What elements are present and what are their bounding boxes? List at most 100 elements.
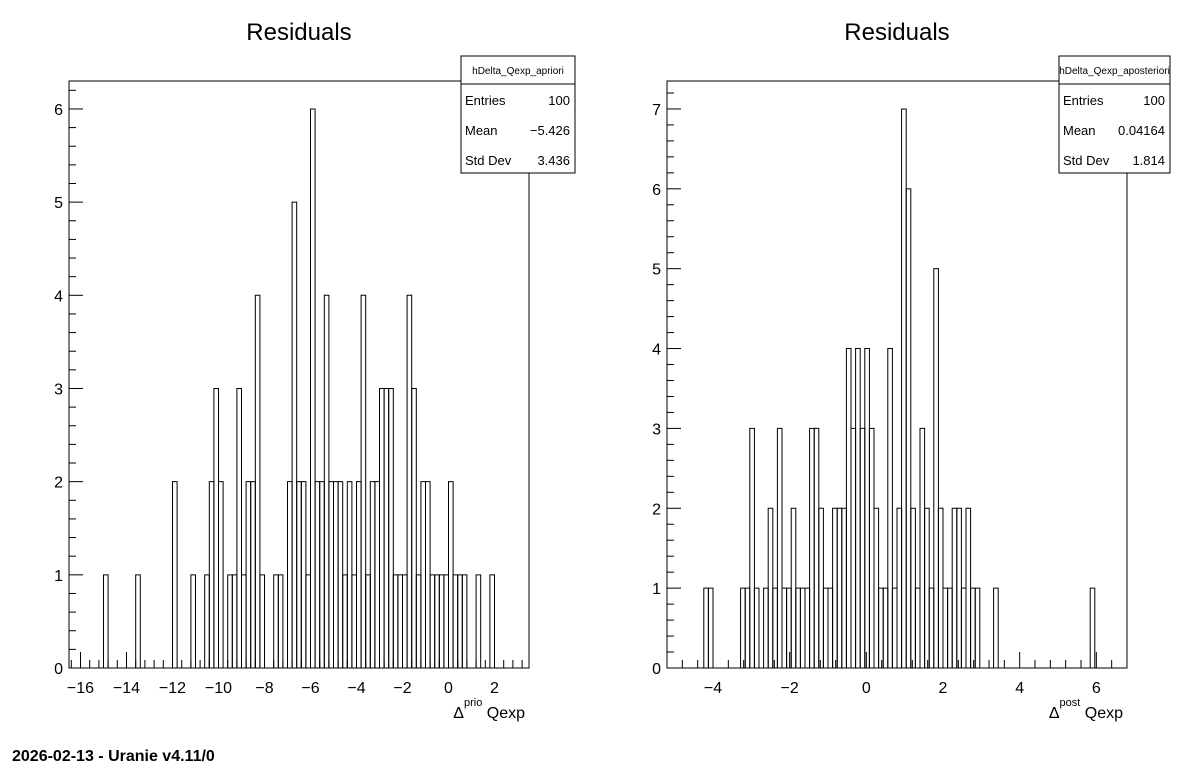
footer-version-label: 2026-02-13 - Uranie v4.11/0 bbox=[12, 748, 215, 765]
y-tick-label: 4 bbox=[54, 288, 63, 305]
histogram-bin bbox=[970, 587, 976, 668]
histogram-bin bbox=[786, 587, 792, 668]
histogram-bin bbox=[974, 587, 981, 668]
histogram-bin bbox=[822, 587, 829, 668]
stats-box: hDelta_Qexp_apriori Entries 100 Mean −5.426 S… bbox=[460, 55, 576, 174]
histogram-bin bbox=[850, 427, 857, 668]
histogram-bin bbox=[965, 507, 972, 668]
histogram-bin bbox=[245, 481, 252, 668]
histogram-bin bbox=[489, 574, 495, 668]
stats-box: hDelta_Qexp_aposteriori Entries 100 Mean 0.0… bbox=[1058, 55, 1171, 174]
histogram-bin bbox=[365, 574, 371, 668]
histogram-bin bbox=[910, 507, 916, 668]
histogram-bin bbox=[933, 268, 939, 668]
stats-value: 100 bbox=[1143, 93, 1165, 108]
stats-value: 1.814 bbox=[1132, 153, 1165, 168]
y-axis-ticks: 0 1 2 3 4 5 6 7 bbox=[652, 92, 681, 678]
histogram-bin bbox=[781, 587, 788, 668]
histogram-bin bbox=[300, 481, 307, 668]
x-tick-label: −4 bbox=[704, 680, 722, 697]
histogram-bin bbox=[740, 587, 746, 668]
histogram-bin bbox=[707, 587, 714, 668]
histogram-bin bbox=[749, 427, 755, 668]
y-tick-label: 1 bbox=[652, 581, 661, 598]
x-tick-label: −2 bbox=[393, 680, 411, 697]
x-tick-label: 6 bbox=[1092, 680, 1101, 697]
histogram-bin bbox=[703, 587, 709, 668]
x-tick-label: 0 bbox=[444, 680, 453, 697]
histogram-bin bbox=[319, 481, 325, 668]
histogram-bin bbox=[827, 587, 834, 668]
histogram-bin bbox=[873, 507, 880, 668]
histogram-bin bbox=[836, 507, 843, 668]
histogram-bin bbox=[250, 481, 256, 668]
histogram-bin bbox=[218, 481, 224, 668]
histogram-bin bbox=[208, 481, 215, 668]
histogram-bin bbox=[744, 587, 751, 668]
histogram-bin bbox=[845, 348, 852, 668]
stats-label: Mean bbox=[465, 123, 498, 138]
histogram-bin bbox=[813, 427, 820, 668]
x-tick-label: −16 bbox=[67, 680, 94, 697]
histogram-bin bbox=[342, 574, 348, 668]
histogram-bin bbox=[323, 294, 330, 668]
histogram-bin bbox=[241, 574, 247, 668]
histogram-bin bbox=[855, 348, 861, 668]
histogram-bin bbox=[887, 348, 893, 668]
histogram-bin bbox=[452, 574, 459, 668]
x-tick-label: −6 bbox=[301, 680, 319, 697]
histogram-bin bbox=[310, 108, 316, 668]
y-tick-label: 6 bbox=[652, 182, 661, 199]
x-tick-label: 4 bbox=[1015, 680, 1024, 697]
histogram-bin bbox=[864, 348, 870, 668]
stats-label: Entries bbox=[465, 93, 506, 108]
stats-label: Entries bbox=[1063, 93, 1104, 108]
stats-label: Std Dev bbox=[465, 153, 512, 168]
histogram-bin bbox=[346, 481, 353, 668]
histogram-bin bbox=[795, 587, 801, 668]
histogram-bin bbox=[314, 481, 321, 668]
x-tick-label: 2 bbox=[490, 680, 499, 697]
histogram-bin bbox=[457, 574, 463, 668]
histogram-bin bbox=[236, 387, 242, 668]
histogram-bin bbox=[443, 574, 449, 668]
histogram-bin bbox=[369, 481, 376, 668]
histogram-bin bbox=[227, 574, 233, 668]
histogram-bin bbox=[135, 574, 141, 668]
histogram-bin bbox=[882, 587, 889, 668]
stats-histogram-name: hDelta_Qexp_aposteriori bbox=[1059, 66, 1170, 77]
histogram-bin bbox=[804, 587, 811, 668]
chart-title: Residuals bbox=[844, 19, 949, 46]
histogram-bins bbox=[103, 108, 495, 668]
histogram-bin bbox=[204, 574, 210, 668]
histogram-bin bbox=[1089, 587, 1096, 668]
histogram-bin bbox=[928, 587, 935, 668]
y-tick-label: 2 bbox=[652, 501, 661, 518]
x-tick-label: −2 bbox=[781, 680, 799, 697]
histogram-bin bbox=[809, 427, 815, 668]
histogram-bin bbox=[434, 574, 440, 668]
stats-box-frame bbox=[1058, 55, 1171, 174]
y-tick-label: 3 bbox=[54, 381, 63, 398]
histogram-bin bbox=[383, 387, 390, 668]
stats-box-frame bbox=[460, 55, 576, 174]
histogram-bin bbox=[411, 387, 417, 668]
x-axis-ticks: −16 −14 −12 −10 −8 −6 −4 −2 0 2 bbox=[67, 652, 523, 697]
histogram-bin bbox=[103, 574, 109, 668]
histogram-bin bbox=[818, 507, 824, 668]
histogram-bin bbox=[360, 294, 367, 668]
y-tick-label: 0 bbox=[652, 661, 661, 678]
histogram-bin bbox=[333, 481, 339, 668]
histogram-bin bbox=[374, 481, 380, 668]
histogram-bin bbox=[960, 587, 967, 668]
histogram-bin bbox=[914, 587, 921, 668]
histogram-bin bbox=[273, 574, 279, 668]
histogram-bin bbox=[937, 507, 944, 668]
plot-frame bbox=[68, 80, 530, 669]
y-tick-label: 5 bbox=[652, 262, 661, 279]
histogram-bin bbox=[259, 574, 265, 668]
histogram-bin bbox=[356, 481, 362, 668]
y-tick-label: 0 bbox=[54, 661, 63, 678]
histogram-bin bbox=[379, 387, 385, 668]
